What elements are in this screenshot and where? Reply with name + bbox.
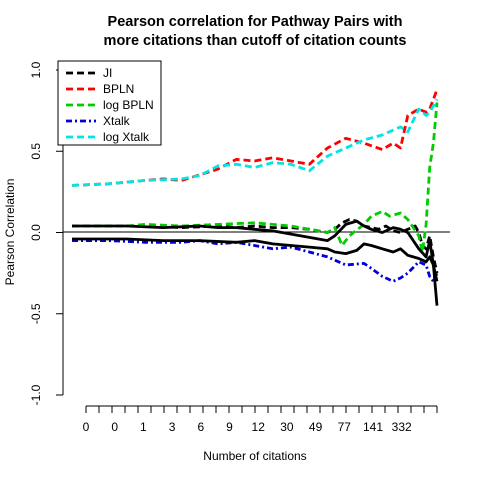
y-axis-label: Pearson Correlation <box>3 179 17 286</box>
x-tick-label: 332 <box>392 420 412 434</box>
x-tick-label: 49 <box>309 420 323 434</box>
y-tick-label: 0.5 <box>29 143 43 160</box>
x-tick-label: 6 <box>197 420 204 434</box>
series-line-unlabeled-5 <box>72 219 439 282</box>
legend-label: log BPLN <box>103 98 154 112</box>
x-tick-label: 0 <box>111 420 118 434</box>
x-tick-label: 12 <box>252 420 266 434</box>
legend-box <box>57 60 162 146</box>
series-line-log-bpln <box>72 102 439 254</box>
legend: JI BPLN log BPLN Xtalk log Xtalk <box>57 60 162 146</box>
legend-label: log Xtalk <box>103 130 150 144</box>
y-axis-ticks: -1.0 -0.5 0.0 0.5 1.0 <box>29 61 63 405</box>
series-line-log-xtalk <box>71 98 439 187</box>
x-tick-label: 3 <box>169 420 176 434</box>
legend-label: BPLN <box>103 82 134 96</box>
y-tick-label: -1.0 <box>29 384 43 405</box>
y-tick-label: 1.0 <box>29 61 43 78</box>
x-tick-label: 1 <box>140 420 147 434</box>
legend-label: JI <box>103 66 112 80</box>
y-tick-label: -0.5 <box>29 303 43 324</box>
legend-label: Xtalk <box>103 114 131 128</box>
x-tick-label: 9 <box>226 420 233 434</box>
series-line-unlabeled-6 <box>72 237 439 306</box>
y-tick-label: 0.0 <box>29 224 43 241</box>
chart-title-line-1: Pearson correlation for Pathway Pairs wi… <box>108 14 403 30</box>
plot-series <box>71 89 439 306</box>
x-tick-label: 30 <box>280 420 294 434</box>
x-axis-ticks: 0 0 1 3 6 9 12 30 49 77 141 332 <box>83 405 438 434</box>
chart-title-line-2: more citations than cutoff of citation c… <box>104 33 407 49</box>
chart-title: Pearson correlation for Pathway Pairs wi… <box>104 14 407 49</box>
x-tick-label: 0 <box>83 420 90 434</box>
x-tick-label: 77 <box>338 420 352 434</box>
x-tick-label: 141 <box>363 420 383 434</box>
x-axis-label: Number of citations <box>203 449 306 463</box>
series-line-xtalk <box>72 239 439 283</box>
